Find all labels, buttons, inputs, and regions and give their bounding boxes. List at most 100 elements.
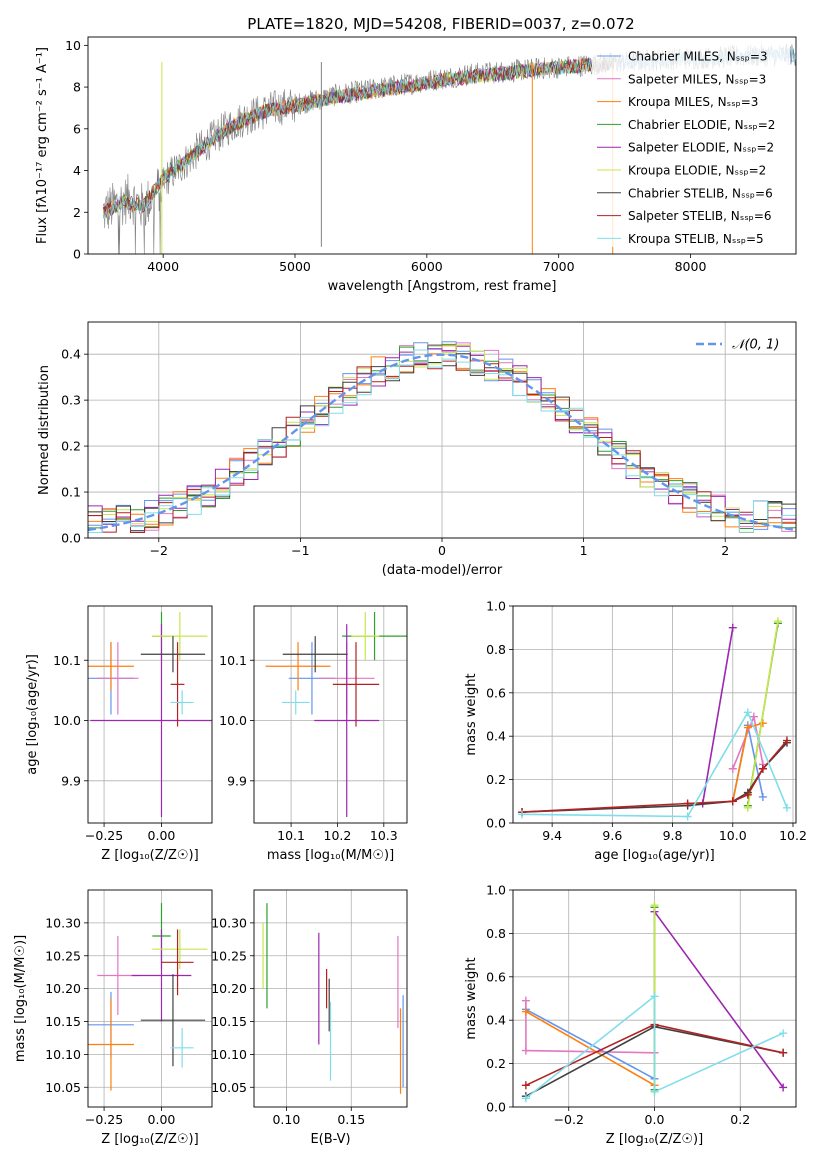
weight-vs-age-point-salpeter-stelib xyxy=(743,790,752,799)
age-vs-mass-frame xyxy=(253,605,408,824)
weight-vs-Z-xlabel: Z [log₁₀(Z/Z☉)] xyxy=(606,1132,703,1147)
spectrum-xtick-label: 7000 xyxy=(543,259,575,274)
mass-vs-EBV-plot-area xyxy=(262,903,404,1094)
mass-vs-EBV-xtick-label: 0.10 xyxy=(272,1112,300,1127)
spectrum-model-salpeter-stelib xyxy=(102,56,615,218)
weight-vs-Z-series-salpeter-elodie xyxy=(653,911,784,1088)
weight-vs-age-xtick-label: 9.4 xyxy=(542,828,562,843)
weight-vs-Z-ytick-label: 0.0 xyxy=(486,1100,506,1115)
age-vs-mass-ytick-label: 10.1 xyxy=(219,653,247,668)
weight-vs-age-point-salpeter-miles xyxy=(728,764,737,773)
weight-vs-Z-ylabel: mass weight xyxy=(464,957,479,1039)
residuals-xtick-label: 2 xyxy=(721,543,729,558)
legend-label-kroupa-stelib: Kroupa STELIB, Nₛₛₚ=5 xyxy=(628,232,764,246)
weight-vs-age-point-salpeter-elodie xyxy=(728,623,737,632)
weight-vs-Z-point-kroupa-stelib xyxy=(650,992,659,1001)
figure-title: PLATE=1820, MJD=54208, FIBERID=0037, z=0… xyxy=(247,15,634,33)
spectrum-xtick-label: 5000 xyxy=(279,259,311,274)
weight-vs-age-frame xyxy=(512,605,797,824)
age-vs-Z-ytick-label: 10.0 xyxy=(53,713,81,728)
mass-vs-EBV-ytick-label: 10.30 xyxy=(211,915,247,930)
residual-histogram-salpeter-elodie xyxy=(88,345,796,525)
residuals-xtick-label: −1 xyxy=(291,543,309,558)
mass-vs-EBV-xlabel: E(B-V) xyxy=(310,1132,350,1147)
age-vs-Z-xtick-label: 0.00 xyxy=(148,828,176,843)
residuals-xlabel: (data-model)/error xyxy=(382,563,503,578)
weight-vs-Z-point-salpeter-elodie xyxy=(779,1083,788,1092)
weight-vs-Z-xtick-label: −0.2 xyxy=(554,1112,584,1127)
weight-vs-Z-point-kroupa-stelib xyxy=(521,1094,530,1103)
residuals-frame xyxy=(87,321,797,539)
spectrum-legend: Chabrier MILES, Nₛₛₚ=3 Salpeter MILES, Nₛ… xyxy=(592,43,790,247)
weight-vs-Z-series-chabrier-miles xyxy=(525,1008,655,1080)
spectrum-ytick-label: 8 xyxy=(73,80,81,95)
weight-vs-age-series-kroupa-elodie xyxy=(747,621,779,808)
weight-vs-age-point-kroupa-elodie xyxy=(743,803,752,812)
spectrum-xtick-label: 6000 xyxy=(411,259,443,274)
age-vs-Z-plot-area xyxy=(88,612,212,817)
weight-vs-age-point-chabrier-miles xyxy=(758,792,767,801)
mass-vs-Z-grid xyxy=(88,890,212,1107)
weight-vs-Z-point-salpeter-stelib xyxy=(779,1048,788,1057)
mass-vs-Z-ylabel: mass [log₁₀(M/M☉)] xyxy=(13,935,28,1062)
weight-vs-age-point-kroupa-stelib xyxy=(683,812,692,821)
age-vs-mass-xtick-label: 10.3 xyxy=(370,828,398,843)
weight-vs-Z-ytick-label: 0.6 xyxy=(486,969,506,984)
mass-vs-Z-ytick-label: 10.30 xyxy=(45,915,81,930)
weight-vs-age-point-kroupa-elodie xyxy=(773,617,782,626)
spectrum-model-kroupa-miles xyxy=(102,56,615,217)
weight-vs-age-xtick-label: 10.0 xyxy=(719,828,747,843)
weight-vs-age-xtick-label: 9.8 xyxy=(663,828,683,843)
weight-vs-Z-point-kroupa-stelib xyxy=(779,1029,788,1038)
weight-vs-age-ytick-label: 0.4 xyxy=(486,729,506,744)
weight-vs-Z-series-kroupa-stelib xyxy=(525,994,784,1099)
age-vs-mass-xtick-label: 10.1 xyxy=(277,828,305,843)
residuals-plot-area xyxy=(88,341,796,533)
age-vs-mass-grid xyxy=(254,606,407,823)
weight-vs-Z-plot-area xyxy=(521,901,788,1103)
mass-vs-Z-xlabel: Z [log₁₀(Z/Z☉)] xyxy=(101,1132,198,1147)
weight-vs-Z-point-salpeter-stelib xyxy=(521,1081,530,1090)
weight-vs-age-point-salpeter-stelib xyxy=(683,799,692,808)
spectrum-ytick-label: 0 xyxy=(73,247,81,262)
legend-label-kroupa-miles: Kroupa MILES, Nₛₛₚ=3 xyxy=(628,95,758,109)
weight-vs-age-point-kroupa-miles xyxy=(758,719,767,728)
normal-legend-label: 𝒩(0, 1) xyxy=(732,338,779,353)
weight-vs-Z-point-kroupa-stelib xyxy=(650,1087,659,1096)
weight-vs-age-series-salpeter-stelib xyxy=(521,739,788,813)
mass-vs-Z-ytick-label: 10.10 xyxy=(45,1047,81,1062)
mass-vs-EBV-ytick-label: 10.25 xyxy=(211,948,247,963)
weight-vs-age-point-kroupa-stelib xyxy=(782,803,791,812)
age-vs-Z-xtick-label: −0.25 xyxy=(85,828,123,843)
mass-vs-EBV-frame xyxy=(253,889,408,1108)
mass-vs-Z-xtick-label: −0.25 xyxy=(85,1112,123,1127)
weight-vs-age-point-salpeter-stelib xyxy=(758,764,767,773)
age-vs-mass-plot-area xyxy=(265,612,407,817)
residuals-ylabel: Normed distribution xyxy=(37,365,52,495)
mass-vs-Z-plot-area xyxy=(88,903,208,1091)
weight-vs-age-ytick-label: 0.0 xyxy=(486,816,506,831)
spectrum-ytick-label: 6 xyxy=(73,121,81,136)
residuals-ytick-label: 0.4 xyxy=(61,347,81,362)
spectrum-model-chabrier-elodie xyxy=(102,57,615,218)
spectrum-model-salpeter-elodie xyxy=(102,56,615,219)
mass-vs-EBV-ytick-label: 10.20 xyxy=(211,981,247,996)
legend-label-chabrier-elodie: Chabrier ELODIE, Nₛₛₚ=2 xyxy=(628,118,775,132)
weight-vs-age-point-kroupa-stelib xyxy=(743,708,752,717)
age-vs-Z-ylabel: age [log₁₀(age/yr)] xyxy=(25,654,40,775)
spectrum-xtick-label: 8000 xyxy=(675,259,707,274)
residual-histogram-chabrier-elodie xyxy=(88,343,796,529)
spectrum-model-kroupa-elodie xyxy=(102,57,615,219)
weight-vs-Z-point-salpeter-miles xyxy=(521,996,530,1005)
spectrum-legend-box xyxy=(592,43,790,247)
residuals-ytick-label: 0.1 xyxy=(61,485,81,500)
weight-vs-age-xtick-label: 9.6 xyxy=(602,828,622,843)
weight-vs-Z-ytick-label: 0.4 xyxy=(486,1013,506,1028)
weight-vs-age-ytick-label: 0.2 xyxy=(486,772,506,787)
residuals-xtick-label: 0 xyxy=(438,543,446,558)
spectrum-model-salpeter-miles xyxy=(102,56,615,218)
residuals-ytick-label: 0.0 xyxy=(61,531,81,546)
residual-histogram-kroupa-elodie xyxy=(88,344,796,525)
mass-vs-Z-ytick-label: 10.20 xyxy=(45,981,81,996)
